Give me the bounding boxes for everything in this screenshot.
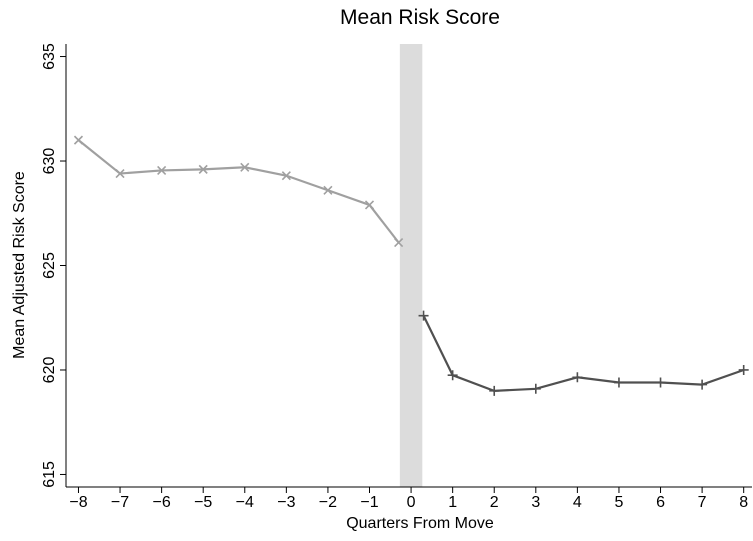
x-tick-label: 8 — [739, 494, 748, 511]
x-tick-label: 7 — [698, 494, 707, 511]
marker — [572, 372, 583, 383]
x-tick-label: −1 — [360, 494, 378, 511]
marker — [157, 165, 167, 175]
x-tick-label: 6 — [656, 494, 665, 511]
x-tick-label: 5 — [615, 494, 624, 511]
y-tick-label: 630 — [41, 148, 58, 175]
x-tick-label: 4 — [573, 494, 582, 511]
x-tick-label: 3 — [531, 494, 540, 511]
marker — [323, 185, 333, 195]
y-tick-label: 635 — [41, 43, 58, 70]
x-tick-label: 2 — [490, 494, 499, 511]
y-tick-label: 625 — [41, 252, 58, 279]
chart-title: Mean Risk Score — [340, 6, 500, 29]
marker — [489, 385, 500, 396]
y-axis-title: Mean Adjusted Risk Score — [11, 171, 28, 359]
marker — [738, 364, 749, 375]
x-tick-label: −4 — [236, 494, 254, 511]
x-tick-label: −5 — [194, 494, 212, 511]
x-tick-label: −2 — [319, 494, 337, 511]
line — [422, 315, 745, 392]
marker — [394, 237, 404, 248]
x-tick-label: −6 — [152, 494, 170, 511]
marker — [198, 164, 208, 174]
marker — [613, 377, 624, 388]
marker — [364, 200, 375, 210]
x-tick-label: 1 — [448, 494, 457, 511]
y-tick-label: 620 — [41, 357, 58, 384]
x-tick-label: −3 — [277, 494, 295, 511]
x-tick-label: 0 — [407, 494, 416, 511]
marker — [73, 135, 84, 145]
marker — [240, 162, 250, 172]
marker — [115, 168, 125, 179]
line — [77, 139, 400, 244]
marker — [697, 379, 708, 390]
x-tick-label: −7 — [111, 494, 129, 511]
x-tick-label: −8 — [69, 494, 87, 511]
marker — [530, 383, 541, 394]
marker — [447, 370, 458, 381]
y-tick-label: 615 — [41, 461, 58, 488]
marker — [418, 310, 429, 321]
marker — [655, 377, 666, 388]
x-axis-title: Quarters From Move — [346, 515, 494, 532]
marker — [281, 171, 291, 181]
shaded-band — [399, 44, 423, 487]
